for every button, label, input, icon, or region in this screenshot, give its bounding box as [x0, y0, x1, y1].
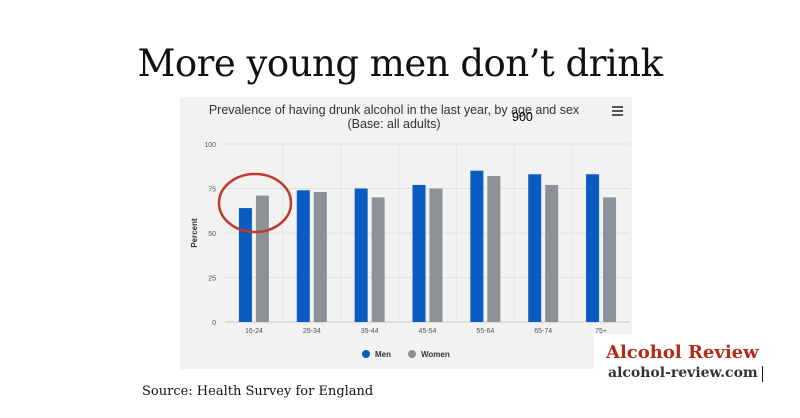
bar-women-35-44 — [371, 197, 385, 322]
x-tick-label: 16-24 — [245, 328, 263, 335]
bar-women-75+ — [603, 197, 617, 322]
overlay-number: 900 — [512, 110, 533, 124]
bars — [238, 170, 617, 322]
bar-men-16-24 — [238, 208, 252, 322]
chart-subtitle: (Base: all adults) — [347, 117, 440, 131]
x-tick-label: 25-34 — [303, 328, 321, 335]
x-tick-labels: 16-24 25-34 35-44 45-54 55-64 65-74 75+ — [245, 328, 607, 335]
legend: Men Women — [362, 350, 450, 359]
bar-men-65-74 — [528, 174, 542, 322]
x-tick-label: 35-44 — [361, 328, 379, 335]
bar-women-45-54 — [429, 188, 443, 322]
brand-url: alcohol-review.com — [608, 365, 758, 381]
y-tick-label: 75 — [208, 187, 216, 194]
chart-panel: Prevalence of having drunk alcohol in th… — [180, 97, 632, 369]
slide-title: More young men don’t drink — [137, 42, 664, 85]
y-axis-label: Percent — [190, 218, 199, 248]
brand-logo: Alcohol Review alcohol-review.com — [594, 334, 766, 386]
bar-men-25-34 — [296, 190, 310, 322]
legend-marker-women — [408, 350, 416, 358]
x-tick-label: 65-74 — [534, 328, 552, 335]
y-tick-label: 0 — [212, 320, 216, 327]
brand-name: Alcohol Review — [606, 342, 759, 363]
y-tick-labels: 0 25 50 75 100 — [204, 142, 216, 327]
bar-women-25-34 — [313, 192, 327, 322]
x-tick-label: 55-64 — [476, 328, 494, 335]
legend-marker-men — [362, 350, 370, 358]
y-tick-label: 100 — [204, 142, 216, 149]
y-tick-label: 25 — [208, 276, 216, 283]
grid-lines — [225, 143, 630, 323]
x-tick-label: 75+ — [595, 328, 607, 335]
legend-label-men[interactable]: Men — [375, 350, 391, 359]
legend-label-women[interactable]: Women — [421, 350, 450, 359]
bar-men-55-64 — [470, 170, 484, 322]
source-note: Source: Health Survey for England — [142, 384, 374, 399]
chart-title: Prevalence of having drunk alcohol in th… — [209, 103, 580, 117]
text-cursor — [762, 366, 763, 382]
bar-men-35-44 — [354, 188, 368, 322]
hamburger-menu-icon[interactable] — [612, 106, 623, 116]
bar-women-65-74 — [545, 184, 559, 322]
bar-men-45-54 — [412, 184, 426, 322]
x-tick-label: 45-54 — [419, 328, 437, 335]
bar-women-55-64 — [487, 176, 501, 322]
highlight-circle — [217, 172, 293, 234]
bar-women-16-24 — [255, 195, 269, 322]
bar-chart: Prevalence of having drunk alcohol in th… — [190, 103, 630, 359]
bar-men-75+ — [586, 174, 600, 322]
y-tick-label: 50 — [208, 231, 216, 238]
